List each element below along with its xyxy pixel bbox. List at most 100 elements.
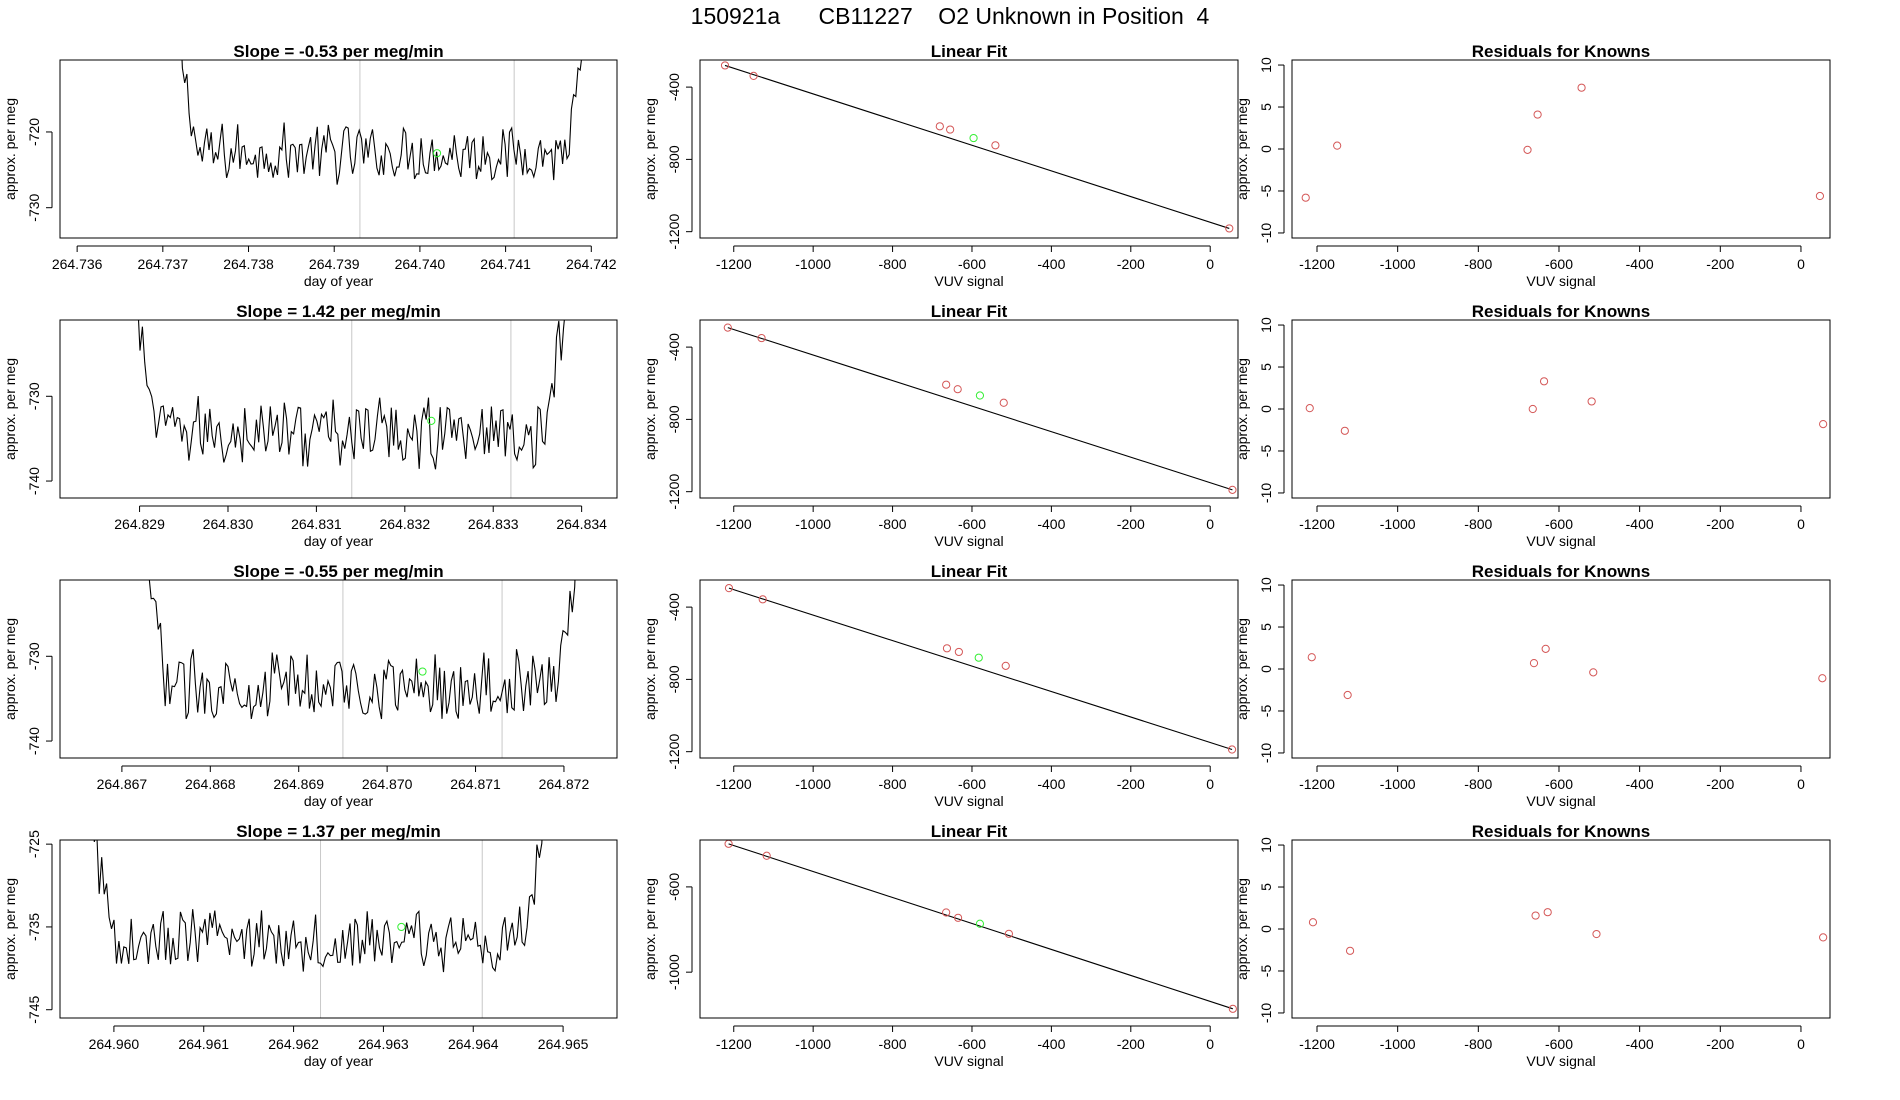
plot-area: [148, 580, 576, 758]
x-tick-label: 264.829: [114, 516, 165, 532]
panel-1-3: Slope = -0.55 per meg/min 264.867 264.868 2…: [2, 562, 618, 809]
known-point: [1589, 668, 1598, 677]
known-point: [1001, 661, 1010, 670]
y-tick-label: -5: [1258, 445, 1274, 458]
fit-line: [724, 64, 1230, 229]
y-tick-label: -800: [666, 145, 682, 173]
panel-title: Residuals for Knowns: [1472, 302, 1651, 321]
known-point: [1815, 191, 1825, 201]
x-tick-label: -1200: [1299, 256, 1335, 272]
known-point: [953, 385, 962, 394]
known-point: [1345, 946, 1355, 955]
y-tick-label: -1200: [666, 734, 682, 770]
y-tick-label: -1200: [666, 474, 682, 510]
known-point: [1228, 1004, 1237, 1013]
x-tick-label: 0: [1206, 776, 1214, 792]
plot-area: [724, 584, 1237, 754]
x-axis-label: day of year: [304, 273, 374, 289]
plot-frame: [59, 319, 618, 499]
y-tick-label: -5: [1258, 965, 1274, 978]
x-tick-label: -800: [1464, 256, 1492, 272]
x-axis-label: day of year: [304, 533, 374, 549]
y-tick-label: 10: [1258, 57, 1274, 73]
known-point: [758, 595, 767, 604]
y-axis-label: approx. per meg: [2, 358, 18, 460]
x-tick-label: -800: [1464, 516, 1492, 532]
panel-3-4: Residuals for Knowns-1200 -1000 -800 -600 -4…: [1234, 822, 1831, 1069]
known-point: [1343, 690, 1352, 700]
known-point: [1541, 644, 1550, 653]
y-tick-label: 0: [1258, 145, 1274, 153]
plot-area: [137, 320, 565, 498]
series-trace: [93, 840, 543, 973]
y-tick-label: -400: [666, 73, 682, 101]
x-axis-label: day of year: [304, 793, 374, 809]
known-point: [1533, 110, 1542, 119]
known-point: [1819, 933, 1828, 942]
x-tick-label: -200: [1706, 776, 1734, 792]
known-point: [946, 125, 955, 134]
x-tick-label: -1000: [795, 516, 831, 532]
x-tick-label: -600: [958, 1036, 986, 1052]
known-point: [1592, 929, 1601, 939]
y-tick-label: 0: [1258, 925, 1274, 933]
panel-title: Residuals for Knowns: [1472, 562, 1651, 581]
x-tick-label: 0: [1206, 256, 1214, 272]
x-tick-label: -600: [1545, 516, 1573, 532]
unknown-point: [427, 416, 436, 425]
y-tick-label: 0: [1258, 665, 1274, 673]
plot-area: [720, 61, 1234, 233]
plot-area: [724, 840, 1237, 1013]
x-tick-label: 264.961: [178, 1036, 229, 1052]
known-point: [942, 908, 951, 917]
x-tick-label: 0: [1797, 776, 1805, 792]
plot-frame: [59, 839, 618, 1019]
known-point: [757, 333, 766, 343]
x-tick-label: -1000: [795, 776, 831, 792]
x-tick-label: 0: [1206, 1036, 1214, 1052]
plot-frame: [699, 839, 1239, 1019]
x-tick-label: 0: [1206, 516, 1214, 532]
x-tick-label: 264.738: [223, 256, 274, 272]
x-axis-label: VUV signal: [1526, 1053, 1595, 1069]
x-tick-label: -200: [1117, 516, 1145, 532]
plot-area: [1307, 644, 1827, 700]
known-point: [942, 380, 951, 389]
x-tick-label: 264.868: [185, 776, 236, 792]
fit-line: [728, 587, 1233, 751]
x-tick-label: -400: [1037, 256, 1065, 272]
x-tick-label: -1200: [716, 516, 752, 532]
plot-frame: [1291, 59, 1831, 239]
y-axis-label: approx. per meg: [642, 358, 658, 460]
x-tick-label: 264.964: [448, 1036, 499, 1052]
y-tick-label: 5: [1258, 883, 1274, 891]
x-tick-label: 264.870: [362, 776, 413, 792]
panel-1-4: Slope = 1.37 per meg/min 264.960 264.961 26…: [2, 822, 618, 1069]
x-tick-label: -200: [1117, 776, 1145, 792]
known-point: [999, 398, 1008, 407]
x-tick-label: -1000: [1380, 1036, 1416, 1052]
panel-3-3: Residuals for Knowns-1200 -1000 -800 -600 -4…: [1234, 562, 1831, 809]
panel-1-2: Slope = 1.42 per meg/min 264.829 264.830 26…: [2, 302, 618, 549]
x-tick-label: -800: [879, 1036, 907, 1052]
panel-title: Linear Fit: [931, 562, 1008, 581]
x-tick-label: 264.965: [538, 1036, 589, 1052]
y-tick-label: -745: [26, 996, 42, 1024]
known-point: [1228, 485, 1237, 494]
known-point: [720, 61, 730, 70]
y-tick-label: -720: [26, 118, 42, 146]
series-trace: [148, 580, 576, 720]
y-tick-label: 10: [1258, 577, 1274, 593]
known-point: [1523, 145, 1532, 154]
x-tick-label: 264.736: [52, 256, 103, 272]
panel-title: Linear Fit: [931, 822, 1008, 841]
y-tick-label: -730: [26, 193, 42, 221]
x-tick-label: -800: [1464, 776, 1492, 792]
x-tick-label: 0: [1797, 516, 1805, 532]
x-axis-label: VUV signal: [934, 1053, 1003, 1069]
x-tick-label: -1200: [1299, 776, 1335, 792]
panel-2-2: Linear Fit -1200 -1000 -800 -600 -400 -200 0 VUV…: [642, 302, 1239, 549]
y-tick-label: -5: [1258, 185, 1274, 198]
plot-frame: [59, 59, 618, 239]
x-tick-label: -1000: [1380, 516, 1416, 532]
